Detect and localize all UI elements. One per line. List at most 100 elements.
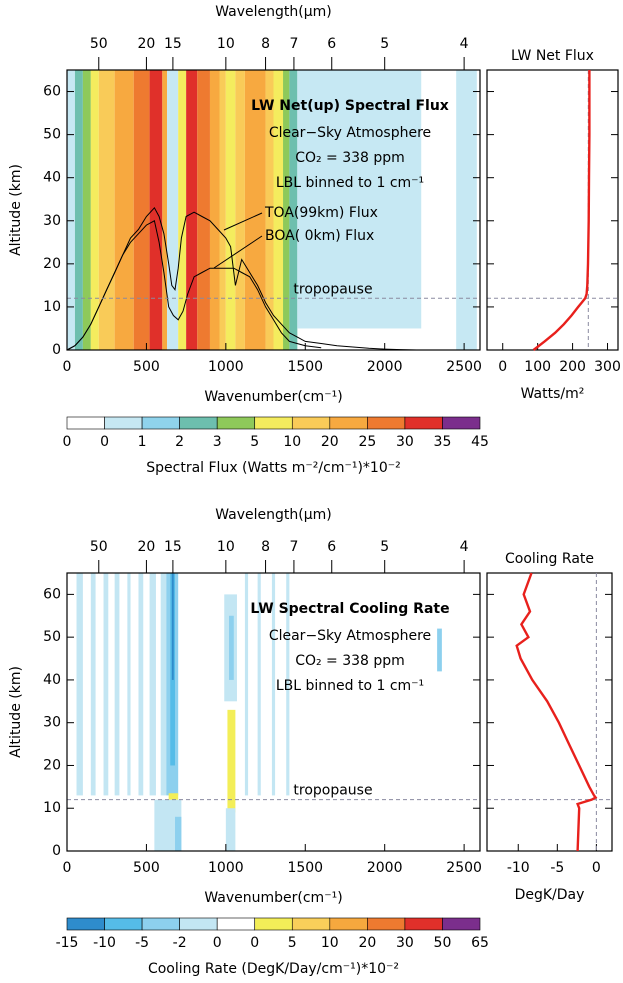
panel-title: LW Spectral Cooling Rate [250,601,449,617]
plot-frame [486,69,619,351]
colorbar-swatch [141,917,180,931]
y-tick-label: 60 [43,586,61,602]
heat-cell [283,70,290,350]
heat-cell [257,573,261,796]
colorbar-swatch [66,416,105,430]
colorbar-swatch [216,416,256,430]
x-tick-label: 0 [592,860,601,876]
heat-cell [114,573,120,796]
y-tick-label: 20 [43,256,61,272]
colorbar-tick-label: 20 [321,434,339,450]
heat-cell [209,70,220,350]
x-axis-label: Wavenumber(cm⁻¹) [204,389,342,405]
heat-cell [219,70,226,350]
heat-cell [114,70,134,350]
y-tick-label: 50 [43,629,61,645]
heat-cell [235,70,245,350]
colorbar-tick-label: 5 [250,434,259,450]
x2-tick-label: 20 [138,539,156,555]
x-tick-label: 1500 [287,359,323,375]
panel-title: LW Net Flux [511,48,594,64]
x-tick-label: 1000 [208,359,244,375]
x2-tick-label: 8 [261,36,270,52]
x-tick-label: 2000 [367,359,403,375]
heat-cell [265,70,274,350]
colorbar-swatch [254,917,293,931]
profile-line [515,572,598,852]
colorbar-swatch [329,917,368,931]
annotation: LBL binned to 1 cm⁻¹ [276,175,424,191]
colorbar-tick-label: -15 [56,935,79,951]
x2-tick-label: 50 [90,539,108,555]
heat-cell [225,808,236,851]
x-tick-label: 1000 [208,860,244,876]
heat-cell [273,70,284,350]
colorbar-tick-label: 10 [283,434,301,450]
x-tick-label: 0 [498,359,507,375]
colorbar-tick-label: 5 [288,935,297,951]
colorbar-label: Cooling Rate (DegK/Day/cm⁻¹)*10⁻² [148,961,399,977]
x-tick-label: 200 [559,359,586,375]
heat-cell [244,573,249,796]
colorbar-swatch [442,917,481,931]
plot-frame [66,69,481,351]
colorbar-tick-label: -2 [173,935,187,951]
heat-cell [90,573,96,796]
heat-cell [178,70,187,350]
colorbar-tick-label: 0 [63,434,72,450]
plot-frame [66,572,481,852]
x2-tick-label: 15 [164,539,182,555]
colorbar-swatch [291,917,331,931]
colorbar-tick-label: -10 [93,935,116,951]
x-tick-label: 0 [63,359,72,375]
x2-tick-label: 6 [327,539,336,555]
heat-cell [175,816,182,851]
x-tick-label: 500 [133,359,160,375]
x-tick-label: 300 [594,359,621,375]
flux-curve [66,220,322,351]
colorbar-swatch [404,416,443,430]
x2-tick-label: 10 [217,36,235,52]
y-tick-label: 0 [52,843,61,859]
heat-cell [103,573,109,796]
heat-cell [90,70,99,350]
series-label: TOA(99km) Flux [264,205,378,221]
hline-label: tropopause [293,281,372,297]
heat-cell [289,70,298,350]
y-tick-label: 40 [43,170,61,186]
x-axis-label: Watts/m² [521,386,585,402]
x2-tick-label: 10 [217,539,235,555]
heat-cell [149,573,156,796]
x-tick-label: 2500 [446,359,482,375]
annotation: CO₂ = 338 ppm [295,150,405,166]
colorbar-tick-label: 20 [358,935,376,951]
heat-cell [286,573,290,796]
colorbar-swatch [66,917,105,931]
y-tick-label: 60 [43,84,61,100]
x2-tick-label: 4 [460,36,469,52]
y-tick-label: 50 [43,127,61,143]
heat-cell [197,70,210,350]
colorbar-tick-label: 30 [396,434,414,450]
panel-title: LW Net(up) Spectral Flux [251,98,449,114]
x2-tick-label: 7 [289,539,298,555]
heat-cell [167,70,179,350]
colorbar-label: Spectral Flux (Watts m⁻²/cm⁻¹)*10⁻² [146,460,400,476]
x2-tick-label: 6 [327,36,336,52]
x2-axis-label: Wavelength(μm) [215,4,332,20]
heat-cell [127,573,131,796]
y-axis-label: Altitude (km) [8,164,24,256]
x-tick-label: 2500 [446,860,482,876]
heat-cell [244,70,266,350]
colorbar-swatch [404,917,443,931]
heat-cell [133,70,150,350]
y-tick-label: 30 [43,715,61,731]
colorbar-swatch [179,416,218,430]
colorbar-tick-label: 3 [213,434,222,450]
colorbar-swatch [367,416,406,430]
y-tick-label: 20 [43,757,61,773]
x-tick-label: 0 [63,860,72,876]
x2-tick-label: 5 [380,539,389,555]
heat-cell [229,615,234,680]
colorbar-tick-label: 45 [471,434,489,450]
